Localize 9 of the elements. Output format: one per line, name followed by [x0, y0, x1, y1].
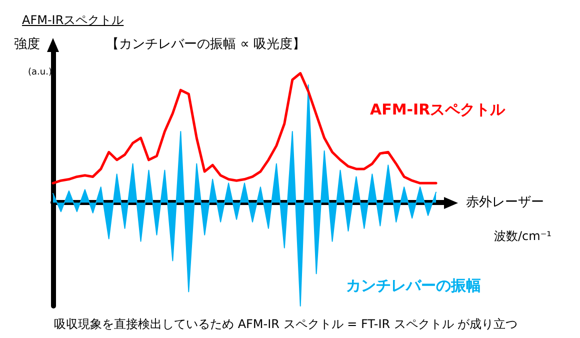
- text: AFM-IRスペクトル: [370, 100, 506, 118]
- y-axis-title: 強度: [14, 36, 40, 52]
- chart-title: AFM-IRスペクトル: [22, 12, 124, 29]
- series-label: カンチレバーの振幅: [346, 276, 481, 294]
- x-axis-title: 赤外レーザー: [466, 195, 544, 210]
- chart-subtitle: 【カンチレバーの振幅 ∝ 吸光度】: [106, 36, 306, 52]
- text: 吸収現象を直接検出しているため AFM-IR スペクトル = FT-IR スペクトル が成り立つ: [54, 317, 518, 331]
- text: 波数/cm⁻¹: [494, 229, 552, 243]
- text: (a.u.): [28, 68, 52, 78]
